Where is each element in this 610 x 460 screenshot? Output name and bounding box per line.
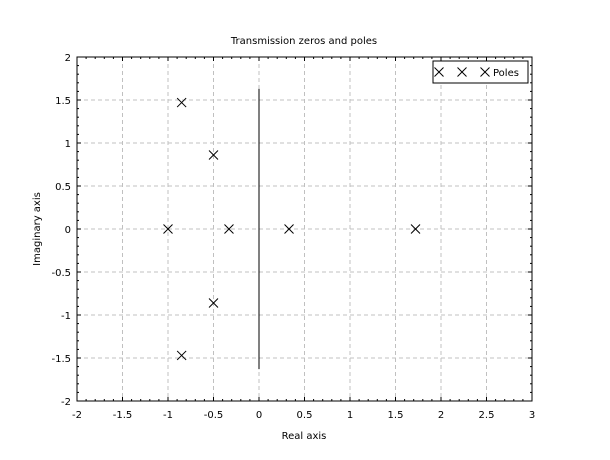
x-tick-label: 3 [529,410,535,421]
legend-markers [434,67,490,77]
y-axis-title: Imaginary axis [32,192,43,266]
x-tick-label: -0.5 [204,410,224,421]
legend-label: Poles [493,68,519,79]
pole-marker [208,150,219,160]
pole-marker [176,350,187,361]
y-tick-label: -2 [61,397,71,408]
x-axis-title: Real axis [282,431,327,442]
x-tick-label: 0.5 [297,410,313,421]
axis-ticks [76,56,533,402]
pole-marker [284,224,294,234]
y-tick-label: 1 [65,139,71,150]
pole-marker [224,224,234,234]
data-marks [163,88,421,370]
x-tick-label: -1 [163,410,173,421]
legend-marker [480,67,490,77]
legend: Poles [432,60,529,84]
chart-title: Transmission zeros and poles [230,36,377,47]
x-tick-label: -1.5 [113,410,133,421]
y-tick-label: -0.5 [51,268,71,279]
legend-marker [457,67,467,77]
y-tick-label: -1.5 [51,354,71,365]
x-tick-label: 2 [438,410,444,421]
pole-marker [163,224,173,234]
y-tick-label: 0 [65,225,71,236]
x-tick-label: -2 [72,410,82,421]
y-tick-label: -1 [61,311,71,322]
y-tick-label: 2 [65,53,71,64]
y-tick-label: 1.5 [55,96,71,107]
x-tick-label: 1.5 [388,410,404,421]
x-tick-label: 0 [256,410,262,421]
x-tick-labels: -2 -1.5 -1 -0.5 0 0.5 1 1.5 2 2.5 3 [72,410,535,421]
x-tick-label: 2.5 [479,410,495,421]
pole-marker [410,224,421,234]
pole-marker [176,97,187,108]
legend-marker [434,67,444,77]
pole-marker [208,298,219,308]
legend-box [432,60,529,84]
x-tick-label: 1 [347,410,353,421]
y-tick-label: 0.5 [55,182,71,193]
y-tick-labels: -2 -1.5 -1 -0.5 0 0.5 1 1.5 2 [51,53,71,408]
